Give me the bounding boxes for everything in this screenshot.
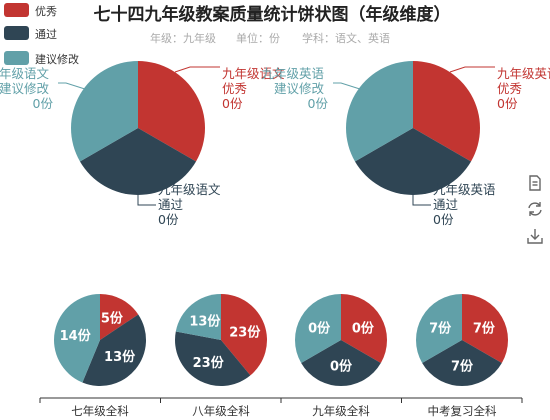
slice-excellent[interactable] <box>100 293 139 340</box>
slice-value-label: 23份 <box>229 324 261 340</box>
bottom-pie: 5份 13份 14份 <box>53 293 147 387</box>
slice-value-label: 13份 <box>189 314 221 330</box>
slice-revise[interactable] <box>175 294 221 340</box>
label-excellent: 九年级英语 优秀 0份 <box>497 66 550 111</box>
category-label: 七年级全科 <box>71 404 129 418</box>
label-pass: 九年级英语 通过 0份 <box>433 182 500 227</box>
slice-pass[interactable] <box>354 128 472 195</box>
label-line-excellent <box>449 66 495 73</box>
bottom-pie: 0份 0份 0份 <box>294 294 388 387</box>
toolbox <box>527 175 543 244</box>
category-label: 八年级全科 <box>192 404 250 418</box>
slice-value-label: 5份 <box>101 311 124 327</box>
slice-excellent[interactable] <box>341 294 388 363</box>
top-pie-chinese: 九年级语文 优秀 0份 九年级语文 通过 0份 九年级语文 建议修改 0份 <box>0 61 289 227</box>
label-line-pass <box>137 195 156 206</box>
slice-pass[interactable] <box>82 314 147 387</box>
subtitle-grade: 年级：九年级 <box>150 31 216 45</box>
label-excellent: 九年级语文 优秀 0份 <box>222 66 289 111</box>
legend-label-revise: 建议修改 <box>35 52 79 66</box>
slice-revise[interactable] <box>294 294 341 363</box>
top-pie-english: 九年级英语 优秀 0份 九年级英语 通过 0份 九年级英语 建议修改 0份 <box>262 61 550 227</box>
category-labels: 七年级全科 八年级全科 九年级全科 中考复习全科 <box>71 404 497 418</box>
slice-pass[interactable] <box>79 128 197 195</box>
category-axis-ticks <box>39 398 523 403</box>
label-revise: 九年级英语 建议修改 0份 <box>262 66 329 111</box>
slice-value-label: 14份 <box>60 328 92 344</box>
legend: 优秀 通过 建议修改 <box>4 3 79 66</box>
label-line-revise <box>58 82 89 91</box>
slice-value-label: 0份 <box>308 320 331 336</box>
label-revise: 九年级语文 建议修改 0份 <box>0 66 53 111</box>
restore-icon[interactable] <box>528 202 542 216</box>
legend-item-excellent[interactable]: 优秀 <box>4 3 57 18</box>
slice-value-label: 7份 <box>451 358 474 374</box>
slice-pass[interactable] <box>175 331 251 386</box>
category-label: 中考复习全科 <box>428 404 497 418</box>
label-line-excellent <box>174 66 220 73</box>
slice-value-label: 13份 <box>104 349 136 365</box>
legend-swatch-excellent <box>4 3 29 17</box>
slice-revise[interactable] <box>415 294 462 363</box>
slice-value-label: 0份 <box>330 358 353 374</box>
legend-label-pass: 通过 <box>35 28 57 41</box>
chart-title: 七十四九年级教案质量统计饼状图（年级维度） <box>94 4 451 25</box>
slice-pass[interactable] <box>301 340 381 387</box>
slice-value-label: 7份 <box>473 320 496 336</box>
legend-item-revise[interactable]: 建议修改 <box>4 51 79 66</box>
slice-value-label: 7份 <box>429 320 452 336</box>
subtitle-subject: 学科：语文、英语 <box>302 31 390 45</box>
legend-swatch-revise <box>4 51 29 65</box>
slice-revise[interactable] <box>71 61 138 162</box>
legend-item-pass[interactable]: 通过 <box>4 26 57 41</box>
legend-swatch-pass <box>4 26 29 40</box>
slice-value-label: 23份 <box>193 355 225 371</box>
slice-excellent[interactable] <box>413 61 480 162</box>
data-view-icon[interactable] <box>529 175 541 191</box>
slice-excellent[interactable] <box>221 294 267 376</box>
slice-excellent[interactable] <box>462 294 509 363</box>
subtitle-unit: 单位：份 <box>236 31 280 45</box>
slice-revise[interactable] <box>53 294 100 383</box>
legend-label-excellent: 优秀 <box>35 5 57 18</box>
slice-pass[interactable] <box>422 340 502 387</box>
save-image-icon[interactable] <box>527 229 543 244</box>
slice-value-label: 0份 <box>352 320 375 336</box>
label-line-revise <box>333 82 364 91</box>
slice-revise[interactable] <box>346 61 413 162</box>
label-line-pass <box>412 195 431 206</box>
slice-excellent[interactable] <box>138 61 205 162</box>
bottom-pie: 7份 7份 7份 <box>415 294 509 387</box>
category-label: 九年级全科 <box>312 404 370 418</box>
label-pass: 九年级语文 通过 0份 <box>158 182 225 227</box>
